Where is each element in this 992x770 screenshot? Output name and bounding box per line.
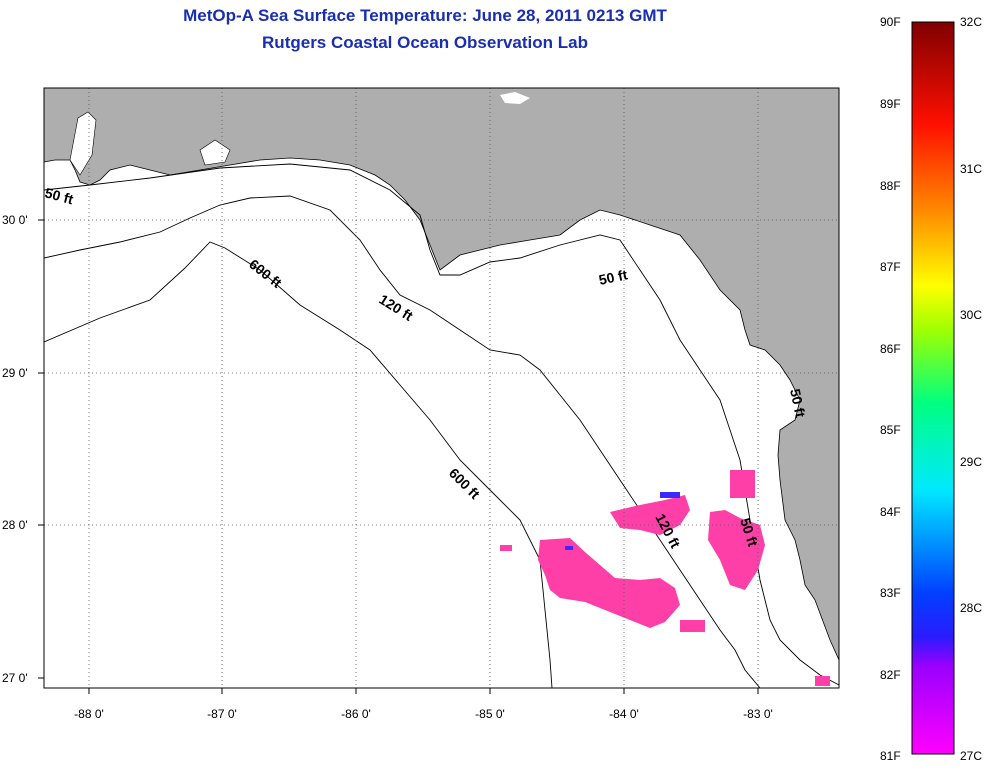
- map-title: MetOp-A Sea Surface Temperature: June 28…: [183, 6, 667, 25]
- cb-label-82f: 82F: [880, 668, 901, 682]
- cb-label-87f: 87F: [880, 260, 901, 274]
- cb-label-27c: 27C: [960, 749, 983, 763]
- lon-label-87: -87 0': [207, 707, 237, 721]
- cb-label-88f: 88F: [880, 179, 901, 193]
- cb-label-86f: 86F: [880, 342, 901, 356]
- cb-label-81f: 81F: [880, 749, 901, 763]
- contour-50ft: [44, 163, 839, 686]
- lat-label-27: 27 0': [2, 671, 28, 685]
- colorbar: [911, 21, 955, 755]
- map-frame: [43, 87, 840, 689]
- cb-label-31c: 31C: [960, 162, 983, 176]
- sst-patch-north: [610, 495, 690, 535]
- cb-label-30c: 30C: [960, 308, 983, 322]
- lon-label-86: -86 0': [341, 707, 371, 721]
- contour-label-50-coast: 50 ft: [787, 387, 809, 419]
- cb-label-29c: 29C: [960, 455, 983, 469]
- cb-label-83f: 83F: [880, 586, 901, 600]
- lon-label-84: -84 0': [609, 707, 639, 721]
- sst-patch-east: [708, 510, 765, 590]
- contour-label-50-west: 50 ft: [43, 184, 75, 207]
- lat-label-30: 30 0': [2, 213, 28, 227]
- cb-label-90f: 90F: [880, 15, 901, 29]
- cb-label-85f: 85F: [880, 423, 901, 437]
- contour-label-50-east: 50 ft: [597, 266, 629, 288]
- lat-label-29: 29 0': [2, 366, 28, 380]
- sst-patch-main: [538, 538, 680, 628]
- lon-label-85: -85 0': [475, 707, 505, 721]
- contour-120ft: [44, 195, 761, 688]
- cb-label-84f: 84F: [880, 505, 901, 519]
- lon-label-88: -88 0': [74, 707, 104, 721]
- graticule: [44, 88, 839, 688]
- cb-label-89f: 89F: [880, 97, 901, 111]
- map-subtitle: Rutgers Coastal Ocean Observation Lab: [262, 33, 588, 52]
- land-mass: [44, 88, 839, 661]
- lon-label-83: -83 0': [743, 707, 773, 721]
- lat-label-28: 28 0': [2, 518, 28, 532]
- cb-label-28c: 28C: [960, 601, 983, 615]
- cb-label-32c: 32C: [960, 15, 983, 29]
